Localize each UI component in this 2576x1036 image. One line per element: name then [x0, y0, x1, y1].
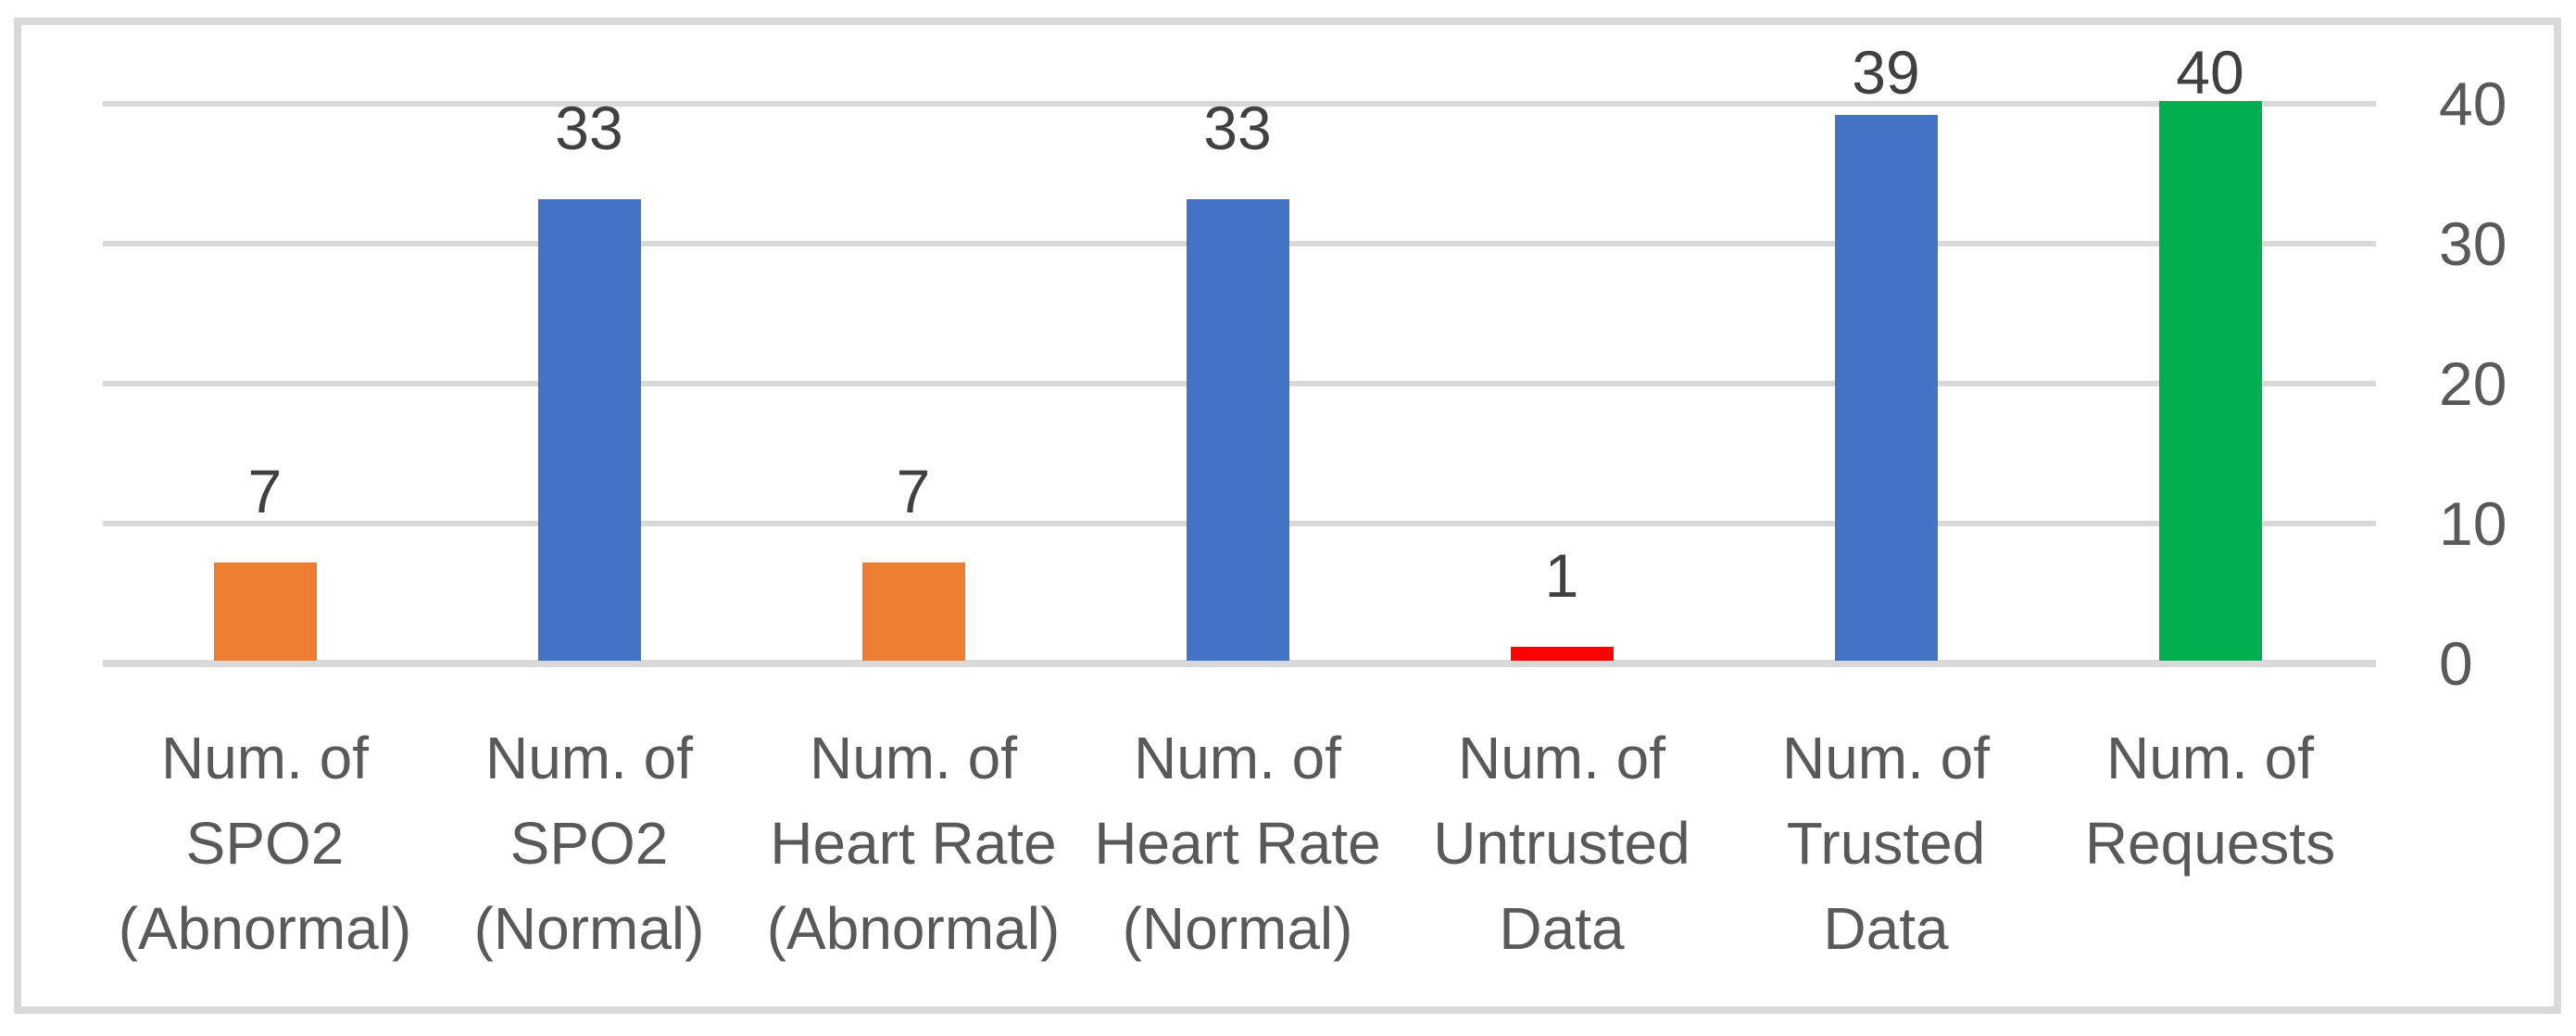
category-label: Num. of Untrusted Data: [1433, 725, 1690, 962]
bar-value-label: 1: [1544, 541, 1579, 610]
y-axis-tick-label: 20: [2439, 349, 2507, 418]
bar-value-label: 7: [896, 457, 931, 525]
y-axis-tick-label: 40: [2439, 69, 2507, 138]
bar: [862, 562, 965, 661]
bar-value-label: 7: [247, 457, 283, 525]
category-label: Num. of Heart Rate (Normal): [1094, 725, 1381, 962]
bar: [1187, 199, 1289, 661]
y-axis-tick-label: 0: [2439, 629, 2473, 698]
y-axis-tick-label: 30: [2439, 209, 2507, 278]
bar-value-label: 33: [555, 94, 623, 162]
bar: [1835, 115, 1938, 661]
category-label: Num. of Trusted Data: [1781, 725, 1991, 962]
bar: [538, 199, 641, 661]
bar-value-label: 33: [1203, 94, 1272, 162]
category-label: Num. of Requests: [2084, 725, 2336, 877]
bar-value-label: 40: [2176, 38, 2244, 107]
category-label: Num. of SPO2 (Abnormal): [118, 725, 412, 962]
bar: [2159, 101, 2262, 661]
bar: [214, 562, 317, 661]
bar-value-label: 39: [1852, 38, 1920, 107]
y-axis-tick-label: 10: [2439, 489, 2507, 558]
category-label: Num. of SPO2 (Normal): [473, 725, 705, 962]
category-label: Num. of Heart Rate (Abnormal): [766, 725, 1061, 962]
bar: [1511, 647, 1614, 661]
gridline: [103, 101, 2376, 107]
chart-frame-border: [14, 18, 2561, 1014]
baseline-gridline: [103, 660, 2376, 667]
